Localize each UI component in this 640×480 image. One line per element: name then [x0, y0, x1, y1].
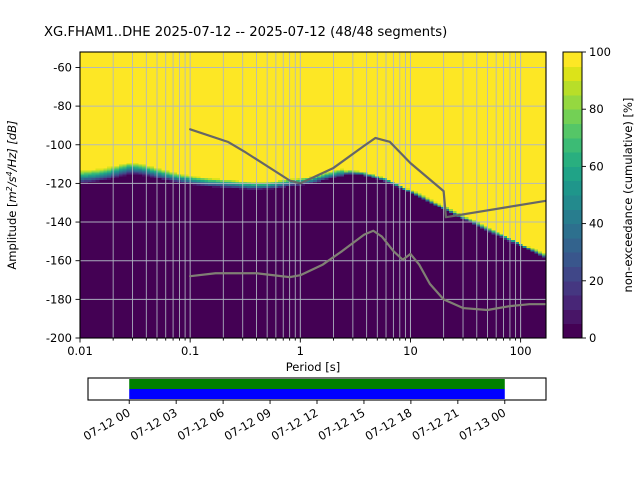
- x-tick-label: 10: [403, 344, 418, 358]
- noise-model-lines: [189, 128, 546, 312]
- y-tick-label: -120: [46, 176, 72, 190]
- plot-frame: [79, 51, 547, 339]
- y-tick-label: -200: [46, 331, 72, 345]
- y-tick-label: -80: [53, 99, 72, 113]
- y-tick-label: -100: [46, 138, 72, 152]
- colorbar-tick-label: 100: [589, 45, 611, 59]
- colorbar-tick-label: 80: [589, 102, 604, 116]
- coverage-timeline: [87, 377, 547, 401]
- page-title: XG.FHAM1..DHE 2025-07-12 -- 2025-07-12 (…: [44, 25, 447, 40]
- timeline-bar-green: [129, 379, 505, 389]
- ylabel-pre: Amplitude [: [5, 203, 19, 270]
- x-tick-label: 0.1: [181, 344, 199, 358]
- y-axis-label: Amplitude [m2/s4/Hz] [dB]: [5, 120, 20, 269]
- x-axis-label: Period [s]: [286, 360, 340, 374]
- y-tick-label: -140: [46, 215, 72, 229]
- colorbar-tick-label: 0: [589, 331, 596, 345]
- colorbar-tick-label: 60: [589, 159, 604, 173]
- ylabel-m: m: [5, 191, 19, 202]
- y-tick-label: -180: [46, 292, 72, 306]
- colorbar-tick-label: 20: [589, 274, 604, 288]
- x-axis-ticks: 0.01 0.1 1 10 100: [67, 338, 532, 358]
- y-tick-label: -60: [53, 60, 72, 74]
- colorbar: 0 20 40 60 80 100: [562, 45, 611, 345]
- x-tick-label: 100: [510, 344, 532, 358]
- ylabel-mid: /s: [5, 176, 19, 187]
- timeline-bar-blue: [129, 389, 505, 399]
- ylabel-sup2: 4: [5, 171, 14, 176]
- grid-lines: [79, 52, 546, 339]
- ylabel-sup1: 2: [5, 186, 14, 191]
- ylabel-post: /Hz] [dB]: [5, 120, 19, 172]
- colorbar-label: non-exceedance (cumulative) [%]: [621, 98, 635, 293]
- y-tick-label: -160: [46, 254, 72, 268]
- ppsd-histogram: [80, 52, 546, 338]
- x-tick-label: 1: [297, 344, 304, 358]
- y-axis-ticks: -60 -80 -100 -120 -140 -160 -180 -200: [46, 60, 80, 345]
- colorbar-tick-label: 40: [589, 217, 604, 231]
- x-tick-label: 0.01: [67, 344, 93, 358]
